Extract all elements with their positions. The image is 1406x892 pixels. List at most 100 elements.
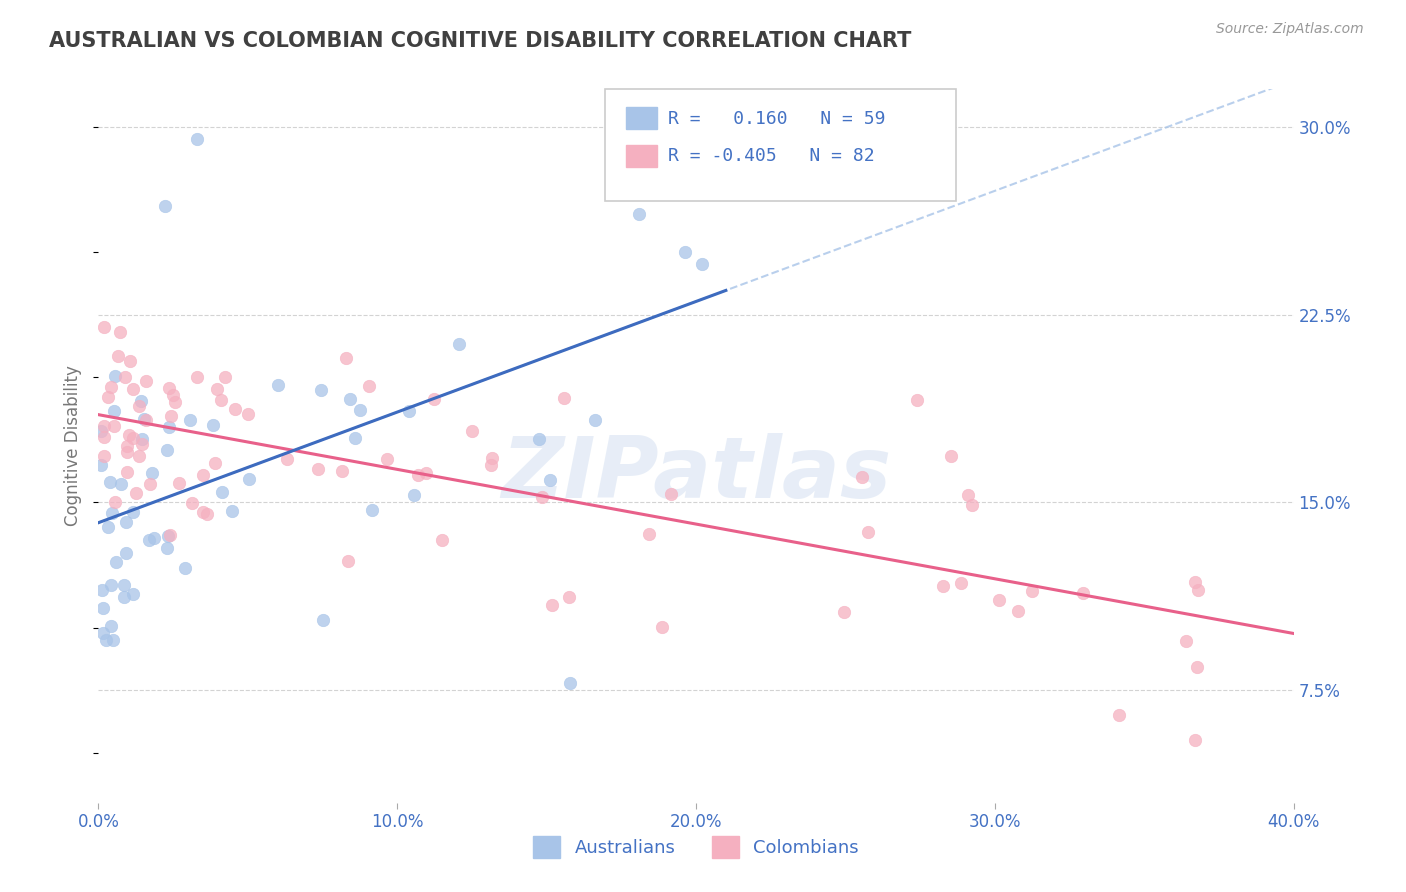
Point xyxy=(541,598,564,612)
Point xyxy=(93,626,115,640)
Point xyxy=(173,561,195,575)
Point xyxy=(703,132,725,146)
Point xyxy=(103,404,125,418)
Point xyxy=(118,353,141,368)
Point xyxy=(335,351,357,365)
Point xyxy=(101,506,124,520)
Point xyxy=(553,391,575,405)
Point xyxy=(115,439,138,453)
Point xyxy=(100,380,122,394)
Text: Source: ZipAtlas.com: Source: ZipAtlas.com xyxy=(1216,22,1364,37)
Point xyxy=(131,432,153,446)
Point xyxy=(132,411,155,425)
Point xyxy=(851,469,873,483)
Point xyxy=(238,407,260,421)
Point xyxy=(167,475,190,490)
Point xyxy=(832,605,855,619)
Point xyxy=(1071,585,1094,599)
Point xyxy=(135,412,157,426)
Point xyxy=(125,486,148,500)
Point xyxy=(117,445,139,459)
Point xyxy=(1021,583,1043,598)
Point xyxy=(179,413,201,427)
Point xyxy=(156,541,179,555)
Point xyxy=(94,632,117,647)
Point xyxy=(337,554,360,568)
Point xyxy=(97,390,120,404)
Point xyxy=(195,508,218,522)
Point xyxy=(98,475,121,489)
Point xyxy=(143,532,166,546)
Point xyxy=(905,392,928,407)
Text: AUSTRALIAN VS COLOMBIAN COGNITIVE DISABILITY CORRELATION CHART: AUSTRALIAN VS COLOMBIAN COGNITIVE DISABI… xyxy=(49,31,911,51)
Point xyxy=(115,465,138,479)
Point xyxy=(430,533,453,547)
Point xyxy=(375,452,398,467)
Point xyxy=(460,424,482,438)
Point xyxy=(159,528,181,542)
Point xyxy=(103,418,125,433)
Point xyxy=(209,392,232,407)
Point xyxy=(360,503,382,517)
Point xyxy=(267,378,290,392)
Point xyxy=(112,591,135,605)
Point xyxy=(276,452,298,467)
Point xyxy=(93,419,115,434)
Point xyxy=(91,601,114,615)
Point xyxy=(162,388,184,402)
Point xyxy=(481,451,503,466)
Point xyxy=(402,488,425,502)
Point xyxy=(93,449,115,463)
Point xyxy=(100,619,122,633)
Point xyxy=(398,404,420,418)
Point xyxy=(583,412,606,426)
Point xyxy=(479,458,502,472)
Point xyxy=(91,582,114,597)
Point xyxy=(1185,659,1208,673)
Point xyxy=(112,578,135,592)
Point xyxy=(349,403,371,417)
Point xyxy=(960,498,983,512)
Point xyxy=(103,632,125,647)
Point xyxy=(330,465,353,479)
Point xyxy=(957,487,980,501)
Point xyxy=(108,326,131,340)
Point xyxy=(138,533,160,548)
Point xyxy=(128,399,150,413)
Point xyxy=(131,437,153,451)
Point xyxy=(141,466,163,480)
Point xyxy=(157,420,180,434)
Text: R = -0.405   N = 82: R = -0.405 N = 82 xyxy=(668,147,875,165)
Point xyxy=(155,198,177,212)
Point xyxy=(1184,733,1206,747)
Point xyxy=(343,431,366,445)
Point xyxy=(157,381,180,395)
Point xyxy=(538,473,561,487)
Point xyxy=(121,505,143,519)
Point xyxy=(415,467,437,481)
Point xyxy=(1108,708,1130,723)
Point xyxy=(651,620,673,634)
Point xyxy=(529,432,551,446)
Point xyxy=(932,579,955,593)
Point xyxy=(941,450,963,464)
Point xyxy=(93,320,115,334)
Point xyxy=(193,505,215,519)
Point xyxy=(157,529,180,543)
Point xyxy=(1174,634,1197,648)
Point xyxy=(97,520,120,534)
Point xyxy=(202,418,225,433)
Text: R =   0.160   N = 59: R = 0.160 N = 59 xyxy=(668,110,886,128)
Point xyxy=(858,524,880,539)
Point xyxy=(191,468,214,483)
Point xyxy=(180,496,202,510)
Point xyxy=(107,349,129,363)
Point xyxy=(637,527,659,541)
Point xyxy=(406,467,429,482)
Point xyxy=(673,244,696,259)
Point xyxy=(122,586,145,600)
Point xyxy=(987,592,1010,607)
Point xyxy=(307,461,329,475)
Point xyxy=(114,515,136,529)
Point xyxy=(949,576,972,591)
